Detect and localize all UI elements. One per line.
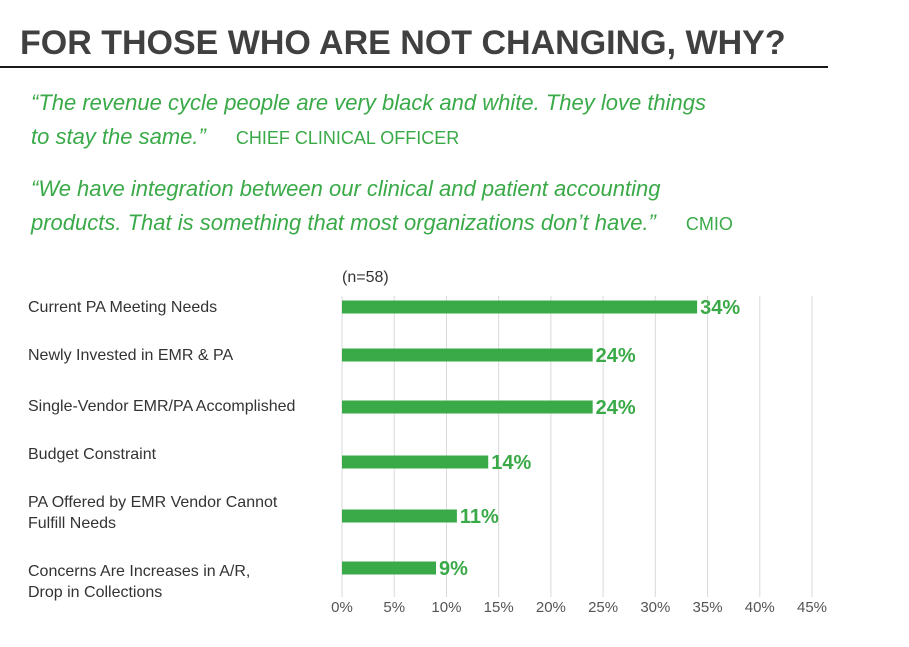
x-tick-label: 15% (484, 599, 514, 616)
data-label: 24% (596, 397, 636, 419)
category-label: Concerns Are Increases in A/R, (28, 563, 250, 580)
bar (342, 561, 436, 575)
data-label: 34% (700, 297, 740, 319)
quote-1-line-2: to stay the same.” CHIEF CLINICAL OFFICER (31, 120, 851, 155)
category-label: Budget Constraint (28, 446, 157, 463)
category-label: Drop in Collections (28, 584, 162, 601)
data-label: 11% (460, 506, 499, 528)
bar (342, 455, 489, 469)
category-label: Single-Vendor EMR/PA Accomplished (28, 398, 295, 415)
x-tick-label: 40% (745, 599, 775, 616)
data-label: 14% (491, 452, 531, 474)
quote-2-line-2: products. That is something that most or… (31, 206, 861, 241)
bar (342, 348, 593, 362)
quote-1-source: CHIEF CLINICAL OFFICER (235, 128, 460, 148)
x-tick-label: 35% (693, 599, 723, 616)
category-label: PA Offered by EMR Vendor Cannot (28, 494, 278, 511)
data-label: 24% (596, 345, 636, 367)
bar (342, 300, 698, 314)
x-tick-label: 5% (383, 599, 405, 616)
x-tick-label: 0% (331, 599, 353, 616)
page-title: FOR THOSE WHO ARE NOT CHANGING, WHY? (20, 24, 786, 62)
bar (342, 509, 457, 523)
x-tick-label: 30% (640, 599, 670, 616)
quote-2-line-2-text: products. That is something that most or… (31, 210, 656, 235)
x-tick-label: 25% (588, 599, 618, 616)
x-tick-label: 10% (431, 599, 461, 616)
bar-chart: 0% 5% 10% 15% 20% 25% 30% 35% 40% 45% (n=58) 34% Cur… (28, 269, 827, 616)
category-label: Fulfill Needs (28, 515, 116, 532)
quote-2-line-1: “We have integration between our clinica… (31, 176, 661, 201)
quote-1-line-1: “The revenue cycle people are very black… (31, 90, 707, 115)
x-tick-label: 45% (797, 599, 827, 616)
sample-size-label: (n=58) (342, 269, 389, 286)
category-label: Current PA Meeting Needs (28, 299, 217, 316)
quote-1: “The revenue cycle people are very black… (31, 86, 851, 155)
bar (342, 400, 593, 414)
quote-2-source: CMIO (685, 214, 733, 234)
data-label: 9% (439, 558, 468, 580)
x-tick-label: 20% (536, 599, 566, 616)
quote-2: “We have integration between our clinica… (31, 172, 861, 241)
title-underline (0, 66, 828, 68)
category-label: Newly Invested in EMR & PA (28, 347, 233, 364)
quote-1-line-2-text: to stay the same.” (31, 124, 206, 149)
